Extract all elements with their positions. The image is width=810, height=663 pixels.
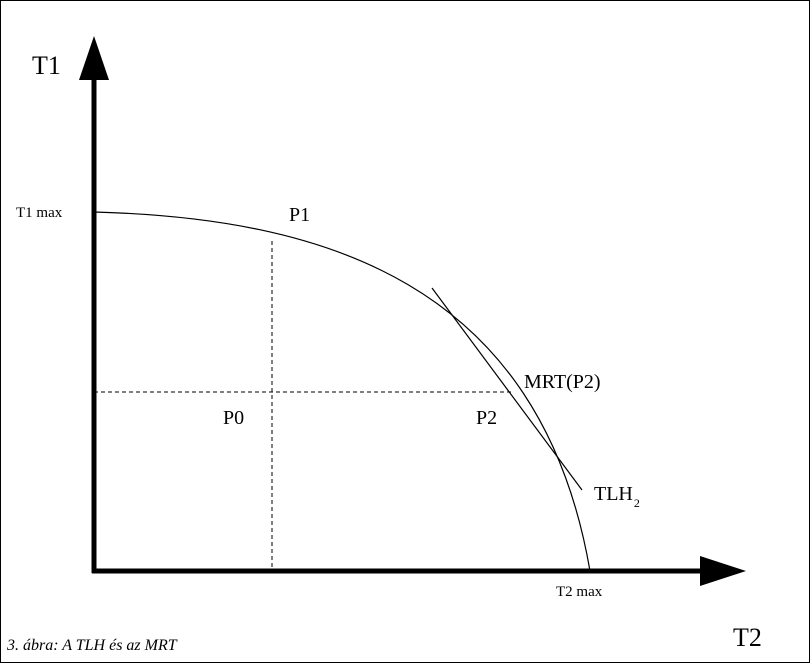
t1-max-label: T1 max xyxy=(16,205,63,221)
tangent-line xyxy=(431,287,583,491)
point-p2-label: P2 xyxy=(476,407,497,429)
point-p0-label: P0 xyxy=(223,407,244,429)
x-axis-label: T2 xyxy=(733,623,762,652)
ppf-curve xyxy=(93,211,591,572)
tlh-label-subscript: 2 xyxy=(634,496,640,510)
y-axis-arrow xyxy=(79,36,109,80)
y-axis-label: T1 xyxy=(32,51,61,80)
tlh-label-base: TLH xyxy=(594,483,633,505)
tlh-label: TLH2 xyxy=(594,483,640,510)
x-axis-arrow xyxy=(700,556,746,586)
figure-caption: 3. ábra: A TLH és az MRT xyxy=(6,637,178,654)
point-p1-label: P1 xyxy=(289,204,310,226)
mrt-label: MRT(P2) xyxy=(524,371,601,393)
t2-max-label: T2 max xyxy=(556,584,603,600)
